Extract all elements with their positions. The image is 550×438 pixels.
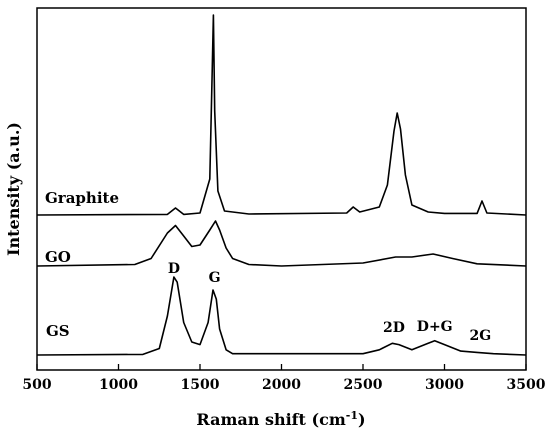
x-axis-title: Raman shift (cm-1) [196,409,365,430]
peak-label: G [209,270,221,286]
series-curves [36,14,527,356]
peak-label: D [168,261,180,277]
series-line-go [36,220,527,267]
x-tick-label: 3500 [507,377,546,393]
x-tick-label: 2500 [344,377,383,393]
peak-label: 2D [383,320,405,336]
series-label-graphite: Graphite [45,189,119,207]
series-label-go: GO [45,248,71,266]
series-line-gs [36,276,527,356]
x-ticks: 500 1000 1500 2000 2500 3000 3500 [22,364,546,393]
x-tick-label: 1500 [181,377,220,393]
y-axis-title: Intensity (a.u.) [4,122,23,256]
peak-annotations: D G 2D D+G 2G [168,261,491,344]
series-labels: Graphite GO GS [45,189,119,340]
peak-label: 2G [470,328,492,344]
x-tick-label: 1000 [99,377,138,393]
series-label-gs: GS [46,322,70,340]
x-tick-label: 500 [22,377,51,393]
series-line-graphite [36,14,527,216]
peak-label: D+G [417,319,453,335]
x-tick-label: 3000 [425,377,464,393]
x-tick-label: 2000 [262,377,301,393]
